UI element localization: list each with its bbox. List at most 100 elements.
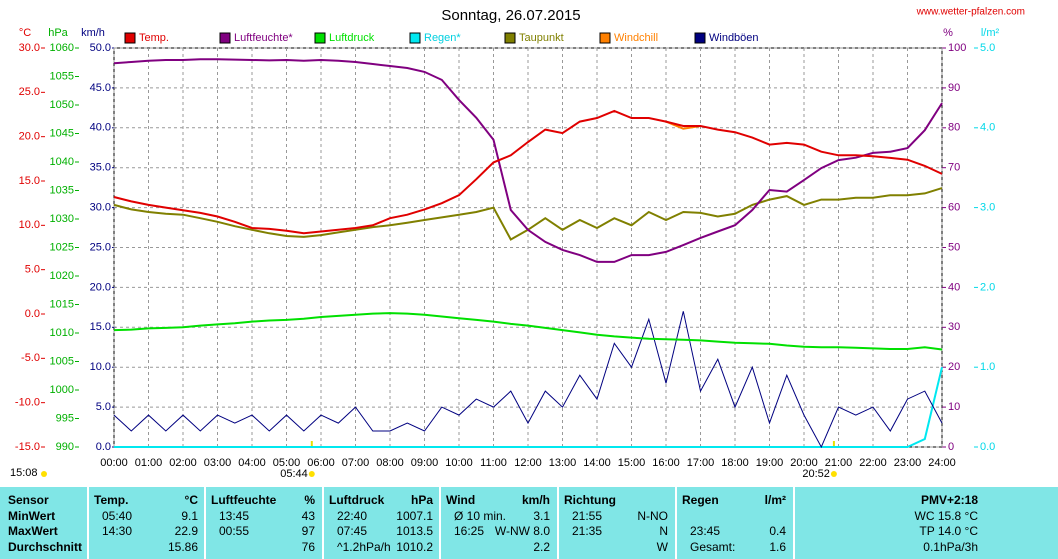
y-tick-label: 1030 xyxy=(50,213,74,225)
chart: Sonntag, 26.07.2015 www.wetter-pfalzen.c… xyxy=(10,7,1025,480)
separator xyxy=(87,487,89,559)
daylength: 15:08 xyxy=(10,467,38,479)
pmv-cell: TP 14.0 °C xyxy=(919,524,978,538)
y-tick-label: 30 xyxy=(948,321,960,333)
x-tick-label: 06:00 xyxy=(307,457,335,469)
y-tick-label: 70 xyxy=(948,162,960,174)
pmv-cell: WC 15.8 °C xyxy=(914,509,978,523)
y-tick-label: 3.0 xyxy=(980,202,995,214)
x-tick-label: 19:00 xyxy=(756,457,784,469)
x-tick-label: 14:00 xyxy=(583,457,611,469)
cell-value: 1007.1 xyxy=(396,509,433,523)
y-tick-label: 1040 xyxy=(50,156,74,168)
y-tick-label: 20.0 xyxy=(90,281,111,293)
x-tick-label: 18:00 xyxy=(721,457,749,469)
cell-time: 23:45 xyxy=(690,524,721,538)
y-tick-label: 5.0 xyxy=(980,42,995,54)
header-unit: km/h xyxy=(521,493,550,507)
x-tick-label: 09:00 xyxy=(411,457,439,469)
cell-time: 07:45 xyxy=(337,524,368,538)
x-tick-label: 05:00 xyxy=(273,457,301,469)
cell-value: 1.6 xyxy=(769,540,786,554)
cell-time: 21:35 xyxy=(572,524,603,538)
y-tick-label: 25.0 xyxy=(19,86,40,98)
series-line xyxy=(113,58,943,263)
row-label: MinWert xyxy=(8,509,56,523)
y-tick-label: 10.0 xyxy=(90,361,111,373)
cell-value: N xyxy=(659,524,668,538)
header-cell: Luftdruck xyxy=(329,493,385,507)
legend-swatch xyxy=(409,32,421,44)
cell-value: 1013.5 xyxy=(396,524,433,538)
sunrise-label: 05:44 xyxy=(280,468,308,480)
row-label: MaxWert xyxy=(8,524,58,538)
sunset-dot xyxy=(830,471,837,477)
header-unit: l/m² xyxy=(764,493,786,507)
series-line xyxy=(113,312,943,351)
x-tick-label: 13:00 xyxy=(549,457,577,469)
y-tick-label: -15.0 xyxy=(15,441,40,453)
y-tick-label: -5.0 xyxy=(21,352,40,364)
y-tick-label: 4.0 xyxy=(980,122,995,134)
cell-time: 05:40 xyxy=(102,509,133,523)
pmv-cell: 0.1hPa/3h xyxy=(923,540,978,554)
cell-value: 76 xyxy=(301,540,315,554)
daylength-icon xyxy=(41,471,47,477)
y-tick-label: 990 xyxy=(56,441,74,453)
separator xyxy=(557,487,559,559)
y-tick-label: 1.0 xyxy=(980,361,995,373)
header-cell: Wind xyxy=(446,493,476,507)
x-tick-label: 10:00 xyxy=(445,457,473,469)
x-tick-label: 03:00 xyxy=(204,457,232,469)
header-cell: Regen xyxy=(682,493,719,507)
legend-label: Taupunkt xyxy=(519,32,564,44)
row-label: Durchschnitt xyxy=(8,540,83,554)
y-tick-label: 10.0 xyxy=(19,219,40,231)
separator xyxy=(322,487,324,559)
cell-value: 3.1 xyxy=(533,509,550,523)
series-line xyxy=(113,311,943,449)
y-tick-label: 1050 xyxy=(50,99,74,111)
y-tick-label: 15.0 xyxy=(19,175,40,187)
cell-value: 43 xyxy=(301,509,315,523)
cell-time: Gesamt: xyxy=(690,540,736,554)
cell-value: 0.4 xyxy=(769,524,786,538)
y-tick-label: 1005 xyxy=(50,355,74,367)
cell-time: 00:55 xyxy=(219,524,250,538)
legend-swatch xyxy=(694,32,706,44)
x-tick-label: 20:00 xyxy=(790,457,818,469)
header-cell: Sensor xyxy=(8,493,49,507)
x-tick-label: 02:00 xyxy=(169,457,197,469)
y-tick-label: 90 xyxy=(948,82,960,94)
header-cell: Richtung xyxy=(564,493,616,507)
x-tick-label: 01:00 xyxy=(135,457,163,469)
cell-time: 13:45 xyxy=(219,509,250,523)
source: www.wetter-pfalzen.com xyxy=(916,7,1025,18)
y-tick-label: 0.0 xyxy=(980,441,995,453)
cell-time: Ø 10 min. xyxy=(454,509,507,523)
x-tick-label: 12:00 xyxy=(514,457,542,469)
y-tick-label: 30.0 xyxy=(90,202,111,214)
y-tick-label: 1010 xyxy=(50,327,74,339)
x-tick-label: 22:00 xyxy=(859,457,887,469)
y-tick-label: 20 xyxy=(948,361,960,373)
x-tick-label: 21:00 xyxy=(825,457,853,469)
axis-unit: °C xyxy=(19,27,31,39)
cell-value: 9.1 xyxy=(181,509,198,523)
y-tick-label: 1045 xyxy=(50,127,74,139)
y-tick-label: 50.0 xyxy=(90,42,111,54)
axis-unit: % xyxy=(943,27,953,39)
y-tick-label: 100 xyxy=(948,42,966,54)
y-tick-label: 1000 xyxy=(50,384,74,396)
y-tick-label: 40 xyxy=(948,281,960,293)
header-cell: PMV+2:18 xyxy=(920,493,978,507)
x-tick-label: 23:00 xyxy=(894,457,922,469)
y-tick-label: 5.0 xyxy=(96,401,111,413)
cell-time: 21:55 xyxy=(572,509,603,523)
y-tick-label: -10.0 xyxy=(15,397,40,409)
legend-swatch xyxy=(314,32,326,44)
legend-label: Windböen xyxy=(709,32,759,44)
y-tick-label: 1020 xyxy=(50,270,74,282)
x-tick-label: 15:00 xyxy=(618,457,646,469)
